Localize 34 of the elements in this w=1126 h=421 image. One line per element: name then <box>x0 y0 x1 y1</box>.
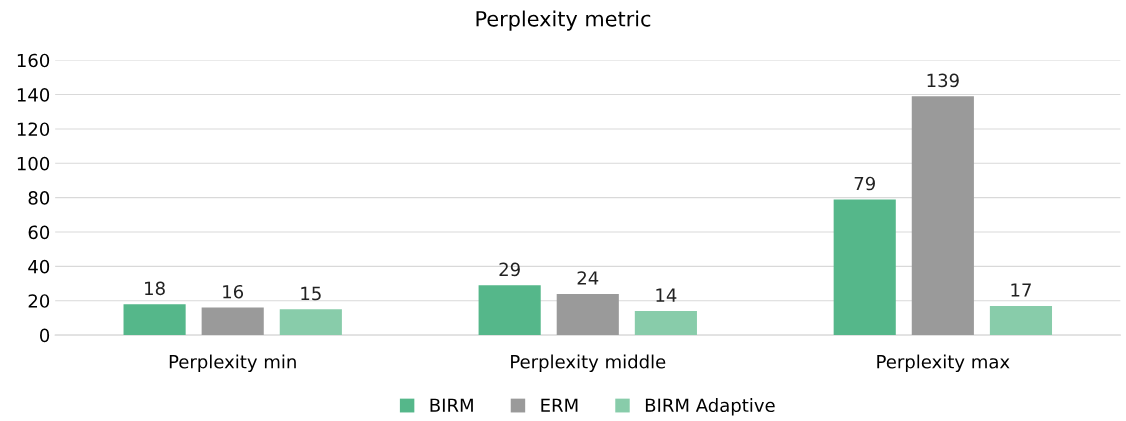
data-label: 79 <box>854 176 875 191</box>
data-label: 14 <box>656 288 677 302</box>
data-label: 18 <box>145 281 165 296</box>
bar <box>478 285 541 336</box>
data-label: 15 <box>301 286 321 301</box>
x-tick-label: Perplexity min <box>169 354 296 373</box>
bar <box>201 307 264 336</box>
chart-title: Perplexity metric <box>476 10 651 31</box>
bar <box>634 311 697 336</box>
data-label: 24 <box>577 271 599 285</box>
x-tick-label: Perplexity max <box>877 354 1010 373</box>
y-tick-label: 60 <box>28 225 50 240</box>
data-label: 139 <box>927 73 959 88</box>
data-label: 17 <box>1011 283 1031 297</box>
y-tick-label: 120 <box>17 122 50 137</box>
y-tick-label: 140 <box>17 88 50 102</box>
legend-label: BIRM <box>430 398 473 412</box>
bar <box>911 96 974 336</box>
bar <box>556 293 619 336</box>
y-tick-label: 80 <box>28 191 50 205</box>
bar <box>279 309 342 336</box>
bar <box>123 304 186 336</box>
data-label: 16 <box>223 284 244 299</box>
data-label: 29 <box>499 262 520 277</box>
y-tick-label: 40 <box>28 259 50 274</box>
y-tick-label: 20 <box>28 294 50 308</box>
bar <box>833 199 896 336</box>
legend-label: ERM <box>541 398 578 412</box>
y-tick-label: 100 <box>17 156 50 171</box>
x-tick-label: Perplexity middle <box>511 354 666 373</box>
legend-label: BIRM Adaptive <box>645 398 775 416</box>
y-tick-label: 0 <box>40 328 50 343</box>
y-tick-label: 160 <box>17 53 50 68</box>
bar <box>989 305 1053 336</box>
